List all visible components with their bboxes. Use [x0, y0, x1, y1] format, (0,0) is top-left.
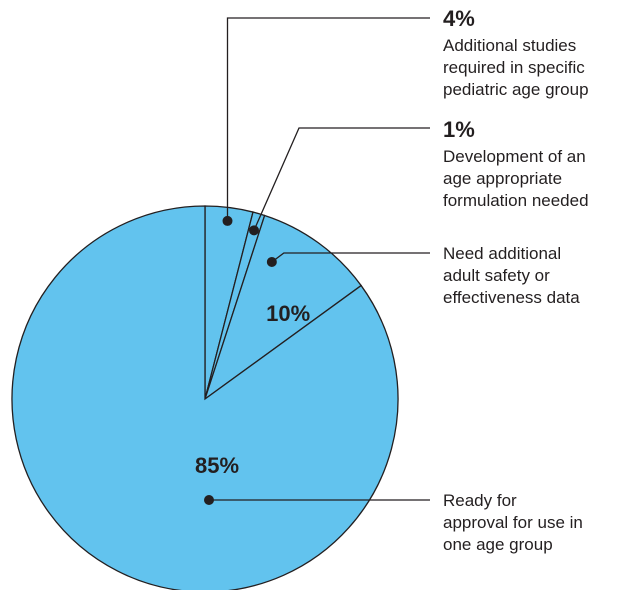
slice-description-line: Additional studies: [443, 36, 576, 55]
slice-description: Additional studies required in specific pe…: [443, 36, 589, 99]
leader-line: [226, 17, 430, 221]
slice-percent-label: 10%: [266, 301, 310, 326]
slice-description-line: one age group: [443, 535, 553, 554]
slice-description-line: Ready for: [443, 491, 517, 510]
slice-description-line: adult safety or: [443, 266, 550, 285]
slice-description: Need additional adult safety or effectiven…: [443, 244, 580, 307]
slice-description: Development of an age appropriate formulat…: [443, 147, 589, 210]
slice-description-line: Development of an: [443, 147, 586, 166]
slice-percent-label: 4%: [443, 6, 475, 31]
slice-description-line: Need additional: [443, 244, 561, 263]
slice-percent-label: 85%: [195, 453, 239, 478]
pie-slices: [11, 205, 399, 590]
slice-description-line: pediatric age group: [443, 80, 589, 99]
pie-slice: [11, 205, 399, 590]
slice-description: Ready for approval for use in one age grou…: [443, 491, 583, 554]
slice-description-line: age appropriate: [443, 169, 562, 188]
leader-line: [253, 127, 430, 231]
slice-description-line: approval for use in: [443, 513, 583, 532]
slice-description-line: effectiveness data: [443, 288, 580, 307]
leader-line: [271, 252, 430, 263]
slice-description-line: formulation needed: [443, 191, 589, 210]
pie-slice: [203, 214, 363, 401]
slice-description-line: required in specific: [443, 58, 585, 77]
slice-percent-label: 1%: [443, 117, 475, 142]
leader-lines: [204, 17, 430, 505]
slice-labels: 4% Additional studies required in specific…: [195, 6, 589, 554]
